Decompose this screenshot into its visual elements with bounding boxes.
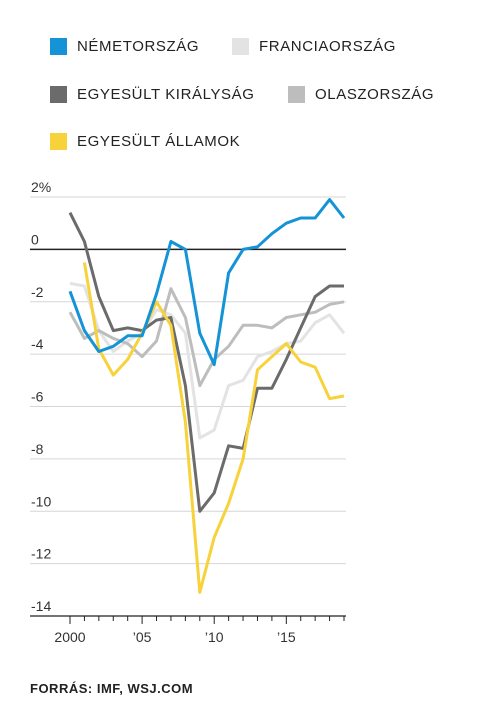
y-tick-label: -8 [31, 441, 44, 457]
series-line-egyes-lt-kir-lys-g [68, 212, 344, 513]
series-lines [68, 198, 346, 594]
y-tick-label: -12 [31, 546, 51, 562]
legend-label-uk: EGYESÜLT KIRÁLYSÁG [77, 86, 255, 103]
legend-item-germany: NÉMETORSZÁG [50, 38, 199, 55]
legend-item-usa: EGYESÜLT ÁLLAMOK [50, 133, 240, 150]
line-chart: 2% 0 -2 -4 -6 -8 -10 -12 -14 2000 ’05 ’10 ’15 [30, 179, 346, 645]
legend-swatch-usa [50, 133, 67, 150]
legend: NÉMETORSZÁG FRANCIAORSZÁG EGYESÜLT KIRÁL… [0, 0, 486, 170]
legend-label-germany: NÉMETORSZÁG [77, 38, 200, 55]
y-tick-label: 2% [31, 179, 51, 195]
series-line-olaszorsz-g [68, 287, 345, 388]
x-axis: 2000 ’05 ’10 ’15 [30, 615, 346, 645]
legend-item-italy: OLASZORSZÁG [288, 86, 434, 103]
y-tick-label: -4 [31, 336, 44, 352]
legend-item-france: FRANCIAORSZÁG [232, 38, 396, 55]
y-tick-label: -2 [31, 284, 44, 300]
y-tick-label: 0 [31, 231, 39, 247]
series-line-franciaorsz-g [69, 281, 346, 440]
y-axis-labels: 2% 0 -2 -4 -6 -8 -10 -12 -14 [31, 179, 51, 614]
series-line-n-metorsz-g [68, 198, 346, 367]
legend-swatch-france [232, 38, 249, 55]
x-tick-label: ’05 [133, 629, 152, 645]
legend-label-italy: OLASZORSZÁG [315, 86, 435, 103]
series-line-egyes-lt-llamok [82, 262, 345, 594]
legend-item-uk: EGYESÜLT KIRÁLYSÁG [50, 86, 255, 103]
y-tick-label: -14 [31, 598, 51, 614]
x-tick-label: 2000 [54, 629, 85, 645]
legend-swatch-germany [50, 38, 67, 55]
x-tick-label: ’10 [205, 629, 224, 645]
y-tick-label: -10 [31, 493, 51, 509]
y-tick-label: -6 [31, 389, 44, 405]
legend-label-france: FRANCIAORSZÁG [259, 38, 396, 55]
legend-swatch-italy [288, 86, 305, 103]
x-tick-label: ’15 [277, 629, 296, 645]
legend-swatch-uk [50, 86, 67, 103]
source-note: FORRÁS: IMF, WSJ.COM [30, 681, 194, 696]
legend-label-usa: EGYESÜLT ÁLLAMOK [77, 133, 241, 150]
